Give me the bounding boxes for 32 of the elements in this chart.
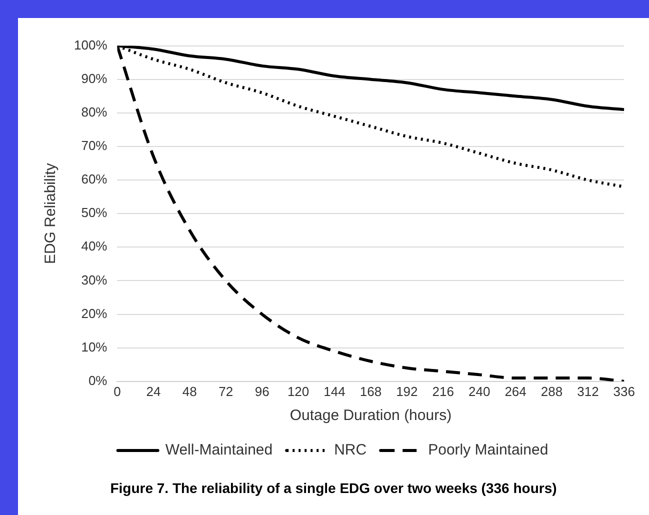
x-tick-label: 288 <box>540 384 563 399</box>
x-tick-label: 216 <box>432 384 454 399</box>
y-tick-label: 90% <box>81 70 108 86</box>
caption: Figure 7. The reliability of a single EDG over two weeks (336 hours) <box>109 480 558 496</box>
y-tick-label: 10% <box>81 339 108 354</box>
y-tick-label: 100% <box>74 37 108 52</box>
y-tick-label: 70% <box>81 138 108 154</box>
x-tick-label: 72 <box>218 384 234 399</box>
y-tick-label: 60% <box>81 172 108 187</box>
x-tick-label: 264 <box>504 384 526 399</box>
x-tick-label: 0 <box>114 384 121 399</box>
x-tick-label: 240 <box>468 384 490 399</box>
x-tick-label: 48 <box>182 384 197 399</box>
y-tick-label: 20% <box>81 306 108 321</box>
legend-label: NRC <box>334 442 367 459</box>
x-tick-label: 336 <box>613 384 636 399</box>
y-axis-title: EDG Reliability <box>42 162 60 264</box>
x-tick-label: 96 <box>254 384 270 399</box>
y-tick-label: 40% <box>81 238 108 254</box>
legend-label: Poorly Maintained <box>428 442 548 459</box>
legend-label: Well-Maintained <box>165 442 273 459</box>
y-tick-label: 50% <box>81 205 108 220</box>
x-tick-label: 192 <box>396 384 418 399</box>
y-tick-label: 0% <box>88 372 108 388</box>
x-tick-label: 168 <box>360 384 382 399</box>
x-axis-title: Outage Duration (hours) <box>290 407 452 424</box>
x-tick-label: 120 <box>287 384 310 399</box>
x-tick-label: 312 <box>577 384 599 399</box>
x-tick-label: 24 <box>146 384 161 399</box>
x-tick-label: 144 <box>324 384 346 399</box>
y-tick-label: 80% <box>81 104 108 120</box>
y-tick-label: 30% <box>81 272 108 288</box>
